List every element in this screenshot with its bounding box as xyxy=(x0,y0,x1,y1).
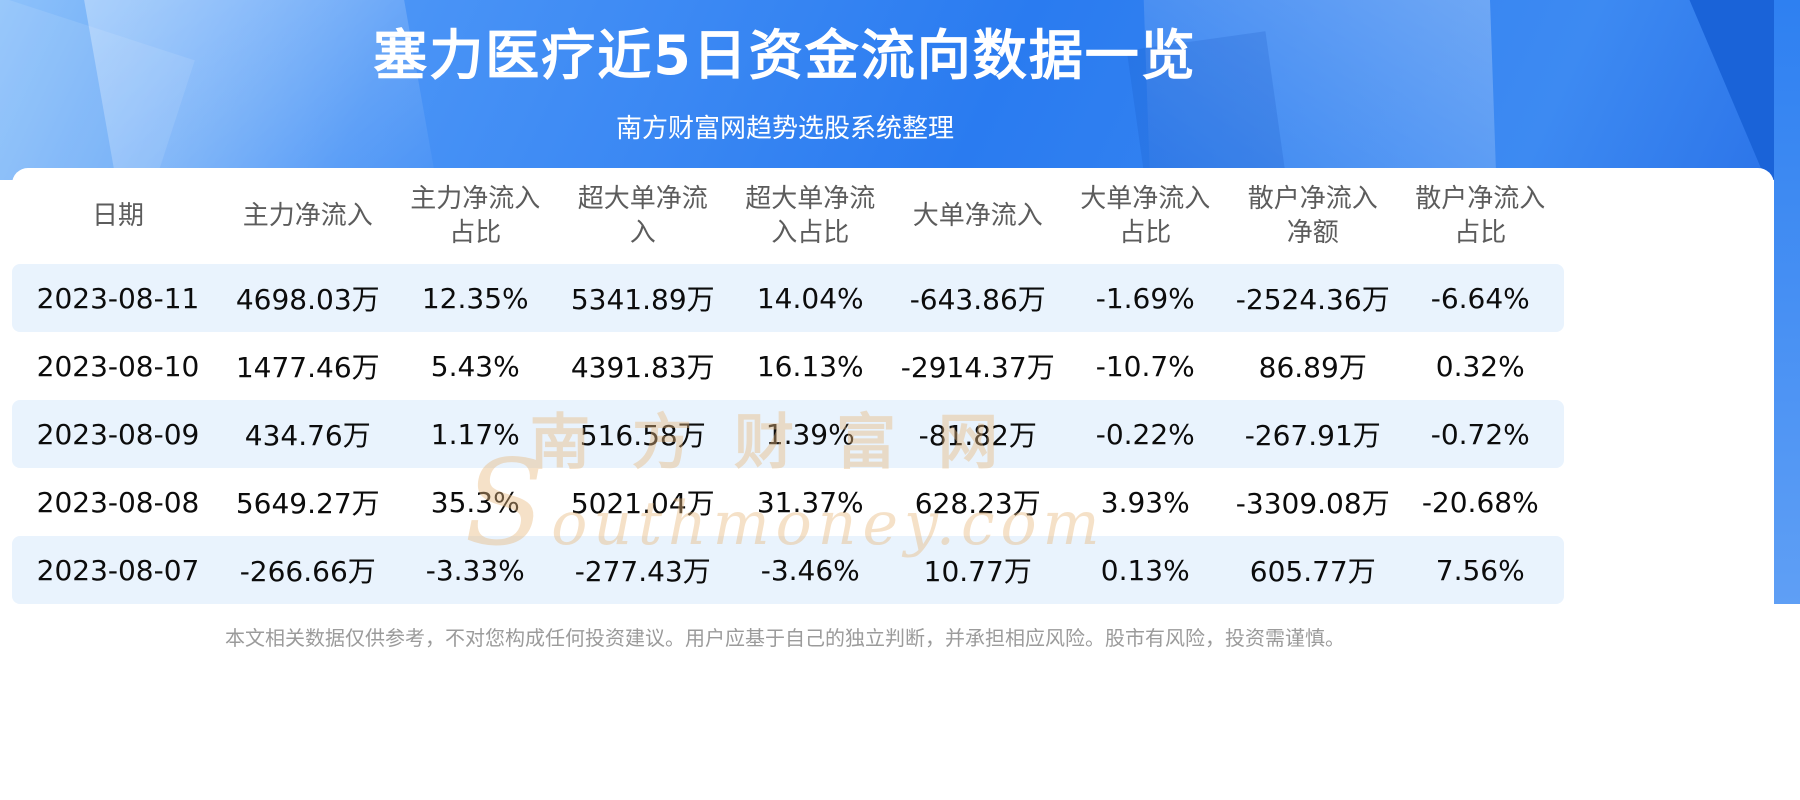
table-cell: 628.23万 xyxy=(914,487,1041,520)
column-header: 主力净流入 xyxy=(242,201,373,231)
column-header: 主力净流入占比 xyxy=(410,184,541,248)
column-header: 大单净流入占比 xyxy=(1080,184,1211,248)
table-cell: -3.46% xyxy=(760,553,860,587)
column-header: 超大单净流入 xyxy=(577,184,708,248)
table-cell: -20.68% xyxy=(1421,485,1539,519)
table-cell: 12.35% xyxy=(421,281,529,315)
table-cell: 2023-08-09 xyxy=(36,417,200,451)
column-header: 散户净流入占比 xyxy=(1415,184,1546,248)
table-cell: 14.04% xyxy=(756,281,864,315)
table-cell: -277.43万 xyxy=(574,555,711,588)
table-cell: 5021.04万 xyxy=(570,487,715,520)
table-cell: 2023-08-11 xyxy=(36,281,200,315)
table-cell: 35.3% xyxy=(430,485,520,519)
table-cell: -266.66万 xyxy=(239,555,376,588)
table-row: 2023-08-10 1477.46万 5.43% 4391.83万 16.13% -29… xyxy=(12,332,1564,400)
page-title: 塞力医疗近5日资金流向数据一览 xyxy=(373,24,1197,87)
table-cell: 7.56% xyxy=(1435,553,1525,587)
table-cell: 516.58万 xyxy=(579,419,706,452)
page-subtitle: 南方财富网趋势选股系统整理 xyxy=(615,114,954,144)
table-cell: 0.13% xyxy=(1100,553,1190,587)
table-cell: 605.77万 xyxy=(1249,555,1376,588)
table-cell: 5649.27万 xyxy=(235,487,380,520)
column-header: 散户净流入净额 xyxy=(1247,184,1378,248)
table-row: 2023-08-09 434.76万 1.17% 516.58万 1.39% -81.82… xyxy=(12,400,1564,468)
table-cell: 31.37% xyxy=(756,485,864,519)
table-cell: 4698.03万 xyxy=(235,283,380,316)
table-cell: 2023-08-08 xyxy=(36,485,200,519)
table-cell: 434.76万 xyxy=(244,419,371,452)
table-cell: -267.91万 xyxy=(1244,419,1381,452)
table-cell: -2524.36万 xyxy=(1235,283,1390,316)
table-cell: 1477.46万 xyxy=(235,351,380,384)
table-row: 2023-08-08 5649.27万 35.3% 5021.04万 31.37% 628… xyxy=(12,468,1564,536)
table-cell: -3.33% xyxy=(425,553,525,587)
data-card: 日期 主力净流入 主力净流入占比 超大单净流入 超大单净流入占比 大单净流入 大单净流入占比… xyxy=(12,168,1774,604)
table-cell: 2023-08-10 xyxy=(36,349,200,383)
table-cell: -81.82万 xyxy=(918,419,1037,452)
table-cell: -0.72% xyxy=(1430,417,1530,451)
table-cell: -0.22% xyxy=(1095,417,1195,451)
table-cell: -3309.08万 xyxy=(1235,487,1390,520)
table-cell: -643.86万 xyxy=(909,283,1046,316)
fund-flow-table: 日期 主力净流入 主力净流入占比 超大单净流入 超大单净流入占比 大单净流入 大单净流入占比… xyxy=(12,168,1564,604)
table-cell: -10.7% xyxy=(1095,349,1195,383)
table-cell: 4391.83万 xyxy=(570,351,715,384)
header-banner: 塞力医疗近5日资金流向数据一览 南方财富网趋势选股系统整理 xyxy=(0,0,1800,180)
table-cell: 3.93% xyxy=(1100,485,1190,519)
table-cell: 10.77万 xyxy=(923,555,1032,588)
table-body: 2023-08-11 4698.03万 12.35% 5341.89万 14.04% -6… xyxy=(12,264,1564,604)
table-cell: 86.89万 xyxy=(1258,351,1367,384)
table-cell: 16.13% xyxy=(756,349,864,383)
table-cell: 5.43% xyxy=(430,349,520,383)
table-cell: -1.69% xyxy=(1095,281,1195,315)
table-cell: 2023-08-07 xyxy=(36,553,200,587)
table-row: 2023-08-11 4698.03万 12.35% 5341.89万 14.04% -6… xyxy=(12,264,1564,332)
table-row: 2023-08-07 -266.66万 -3.33% -277.43万 -3.46% 10… xyxy=(12,536,1564,604)
table-cell: 5341.89万 xyxy=(570,283,715,316)
column-header: 大单净流入 xyxy=(912,201,1043,231)
column-header: 日期 xyxy=(91,201,144,231)
column-header: 超大单净流入占比 xyxy=(745,184,876,248)
table-cell: 0.32% xyxy=(1435,349,1525,383)
table-cell: -2914.37万 xyxy=(900,351,1055,384)
header-row: 日期 主力净流入 主力净流入占比 超大单净流入 超大单净流入占比 大单净流入 大单净流入占比… xyxy=(12,168,1564,264)
table-cell: 1.17% xyxy=(430,417,520,451)
table-cell: 1.39% xyxy=(765,417,855,451)
right-edge-band xyxy=(1774,0,1800,604)
table-cell: -6.64% xyxy=(1430,281,1530,315)
banner-text-group: 塞力医疗近5日资金流向数据一览 南方财富网趋势选股系统整理 xyxy=(0,0,1570,145)
footer-disclaimer: 本文相关数据仅供参考，不对您构成任何投资建议。用户应基于自己的独立判断，并承担相… xyxy=(225,626,1345,650)
